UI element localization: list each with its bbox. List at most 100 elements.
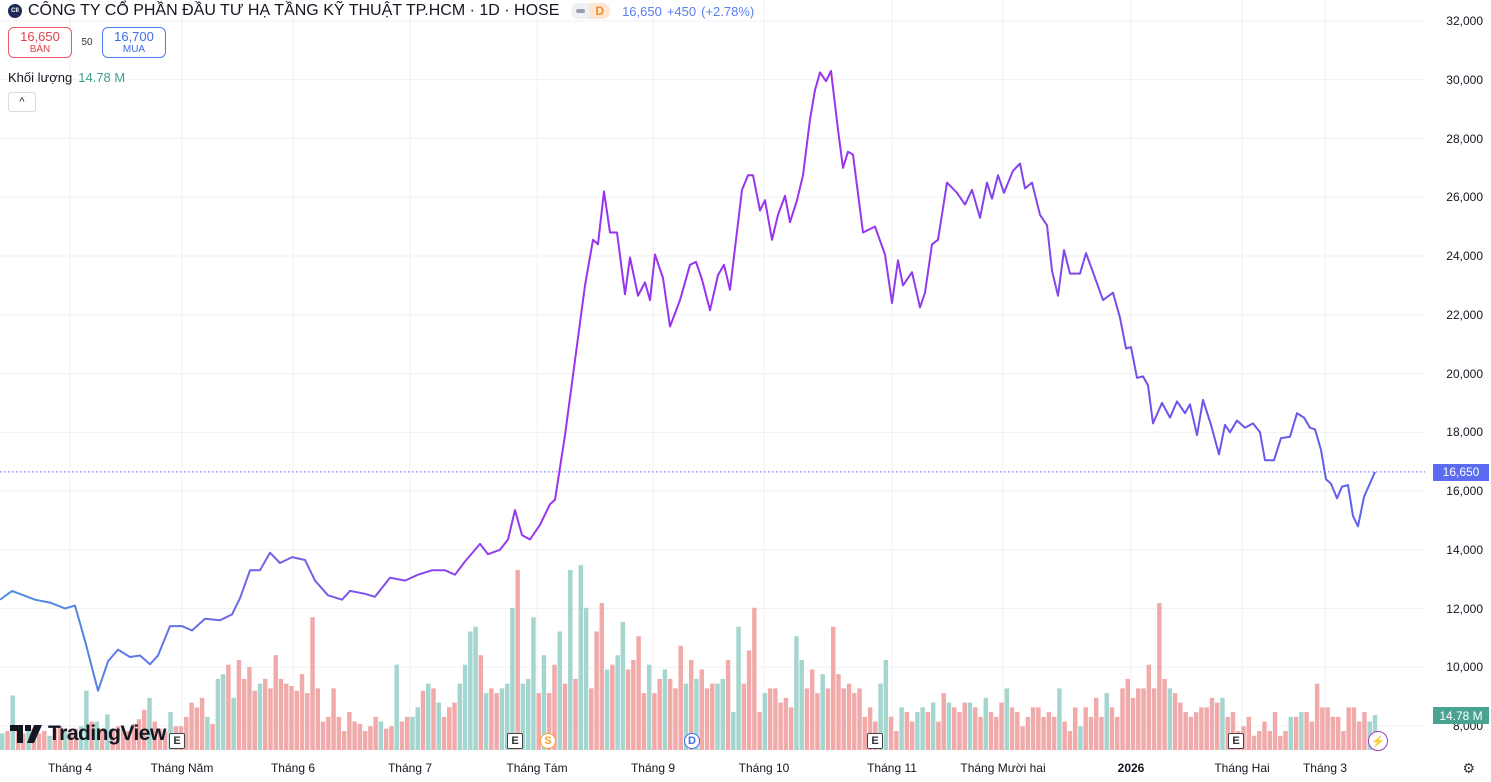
volume-bar <box>646 664 652 750</box>
volume-bar <box>983 697 988 750</box>
volume-bar <box>310 617 315 750</box>
volume-bar <box>867 707 873 750</box>
volume-bar <box>410 716 415 750</box>
volume-bar <box>499 688 505 750</box>
volume-bar <box>894 731 899 750</box>
volume-bar <box>1188 716 1194 750</box>
collapse-legend-button[interactable]: ^ <box>8 92 36 112</box>
volume-bar <box>946 702 952 750</box>
volume-bar <box>10 695 15 750</box>
volume-bar <box>1004 688 1010 750</box>
flash-news-marker-icon[interactable]: ⚡ <box>1368 731 1388 751</box>
volume-bar <box>1278 735 1283 750</box>
sell-label: BÁN <box>29 43 51 55</box>
buy-label: MUA <box>122 43 146 55</box>
volume-bar <box>1304 712 1309 750</box>
volume-bar <box>1151 688 1157 750</box>
volume-bar <box>294 690 299 750</box>
volume-bar <box>736 626 741 750</box>
spread: 50 <box>81 37 93 48</box>
sell-button[interactable]: 16,650 BÁN <box>8 27 72 58</box>
volume-bar <box>778 702 783 750</box>
volume-bar <box>226 664 231 750</box>
volume-bar <box>120 728 126 750</box>
volume-bar <box>1167 688 1173 750</box>
volume-bar <box>741 683 747 750</box>
volume-bar <box>920 707 925 750</box>
volume-bar <box>820 674 825 750</box>
price-change-percent: (+2.78%) <box>701 3 755 19</box>
volume-bar <box>42 731 47 750</box>
dividend-marker-icon[interactable]: D <box>684 733 700 749</box>
earnings-marker-icon[interactable]: E <box>867 733 883 749</box>
volume-bar <box>315 688 321 750</box>
volume-bar <box>883 659 889 750</box>
volume-bar <box>631 659 636 750</box>
volume-bar <box>1283 731 1288 750</box>
volume-bar <box>194 707 200 750</box>
volume-legend[interactable]: Khối lượng 14.78 M <box>8 70 125 85</box>
volume-bar <box>1325 707 1330 750</box>
volume-bar <box>468 631 473 750</box>
volume-bar <box>636 636 641 750</box>
market-status-badge[interactable]: D <box>571 3 611 19</box>
volume-bar <box>615 655 620 750</box>
volume-bar <box>373 716 378 750</box>
volume-bar <box>336 716 342 750</box>
volume-bar <box>1051 716 1057 750</box>
volume-bar <box>767 688 773 750</box>
volume-bar <box>941 693 946 750</box>
symbol-title[interactable]: CÔNG TY CỔ PHẦN ĐẦU TƯ HẠ TẦNG KỸ THUẬT … <box>28 2 560 19</box>
volume-bar <box>1314 683 1320 750</box>
volume-bar <box>1078 726 1083 750</box>
volume-bar <box>278 678 284 750</box>
volume-bar <box>1335 716 1341 750</box>
volume-bar <box>415 707 420 750</box>
volume-bar <box>205 716 210 750</box>
volume-bar <box>110 731 115 750</box>
volume-bar <box>368 726 373 750</box>
volume-bar <box>489 688 494 750</box>
volume-bar <box>773 688 778 750</box>
volume-bar <box>1146 664 1152 750</box>
price-tick-label: 28,000 <box>1446 131 1483 146</box>
volume-bar <box>641 693 647 750</box>
volume-bar <box>1346 707 1351 750</box>
volume-bar <box>783 697 789 750</box>
volume-bar <box>1083 707 1088 750</box>
volume-bar <box>978 716 983 750</box>
volume-bar <box>1009 707 1015 750</box>
earnings-marker-icon[interactable]: E <box>169 733 185 749</box>
volume-bar <box>909 721 915 750</box>
volume-bar <box>362 731 368 750</box>
time-tick-label: Tháng 9 <box>630 761 676 775</box>
volume-bar <box>831 626 836 750</box>
tradingview-logo[interactable]: TradingView <box>10 722 166 746</box>
volume-bar <box>142 709 147 750</box>
buy-button[interactable]: 16,700 MUA <box>102 27 166 58</box>
earnings-marker-icon[interactable]: E <box>1228 733 1244 749</box>
volume-bar <box>1193 712 1199 750</box>
volume-bar <box>284 683 289 750</box>
volume-bar <box>531 617 536 750</box>
split-marker-icon[interactable]: S <box>540 733 556 749</box>
brand-name: TradingView <box>48 722 166 745</box>
volume-bar <box>815 693 820 750</box>
volume-bar <box>352 721 357 750</box>
volume-bar <box>220 674 226 750</box>
volume-bar <box>662 669 668 750</box>
volume-bar <box>1257 731 1262 750</box>
volume-bar <box>725 659 731 750</box>
volume-bar <box>147 697 152 750</box>
volume-bar <box>68 731 73 750</box>
time-tick-label: Tháng Tám <box>506 761 568 775</box>
earnings-marker-icon[interactable]: E <box>507 733 523 749</box>
settings-icon[interactable]: ⚙ <box>1462 760 1475 776</box>
volume-bar <box>1309 721 1315 750</box>
volume-bar <box>1362 712 1367 750</box>
volume-bar <box>936 721 941 750</box>
volume-bar <box>262 678 268 750</box>
volume-bar <box>457 683 463 750</box>
volume-bar <box>957 712 962 750</box>
